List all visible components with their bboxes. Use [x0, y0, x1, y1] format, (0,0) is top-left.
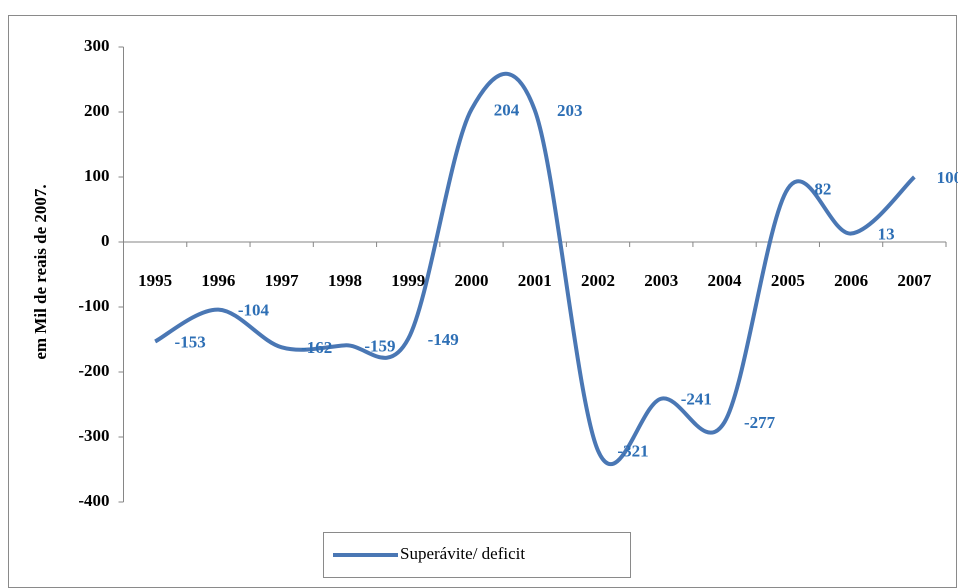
x-tick-label: 1996: [201, 271, 235, 290]
data-label: -321: [617, 442, 648, 461]
x-tick-label: 1997: [265, 271, 300, 290]
x-tick-label: 2005: [771, 271, 805, 290]
y-tick-label: 200: [84, 101, 110, 120]
x-tick-label: 2004: [708, 271, 743, 290]
x-tick-label: 2006: [834, 271, 868, 290]
x-tick-label: 2003: [644, 271, 678, 290]
x-tick-label: 2001: [518, 271, 552, 290]
data-label: -241: [681, 390, 712, 409]
data-label: 82: [814, 180, 831, 199]
y-axis-label: em Mil de reais de 2007.: [31, 184, 50, 359]
data-label: -162: [301, 338, 332, 357]
data-label: 203: [557, 101, 583, 120]
data-label: 100: [937, 168, 958, 187]
chart-border: [8, 15, 957, 588]
y-tick-label: -100: [78, 296, 109, 315]
legend-label: Superávite/ deficit: [400, 544, 525, 563]
x-tick-label: 2000: [454, 271, 488, 290]
x-tick-label: 2007: [897, 271, 932, 290]
data-label: -159: [364, 336, 395, 355]
y-tick-label: -200: [78, 361, 109, 380]
data-label: 204: [494, 100, 520, 119]
line: [154, 72, 916, 467]
x-tick-label: 1995: [138, 271, 172, 290]
data-label: -149: [428, 330, 459, 349]
y-tick-label: -400: [78, 491, 109, 510]
data-label: -153: [175, 332, 206, 351]
data-label: -277: [744, 413, 776, 432]
x-tick-label: 2002: [581, 271, 615, 290]
y-tick-label: 300: [84, 36, 110, 55]
x-tick-label: 1998: [328, 271, 362, 290]
y-tick-label: 0: [101, 231, 110, 250]
x-tick-label: 1999: [391, 271, 425, 290]
y-tick-label: -300: [78, 426, 109, 445]
data-label: 13: [878, 224, 895, 243]
data-label: -104: [238, 301, 270, 320]
y-tick-label: 100: [84, 166, 110, 185]
